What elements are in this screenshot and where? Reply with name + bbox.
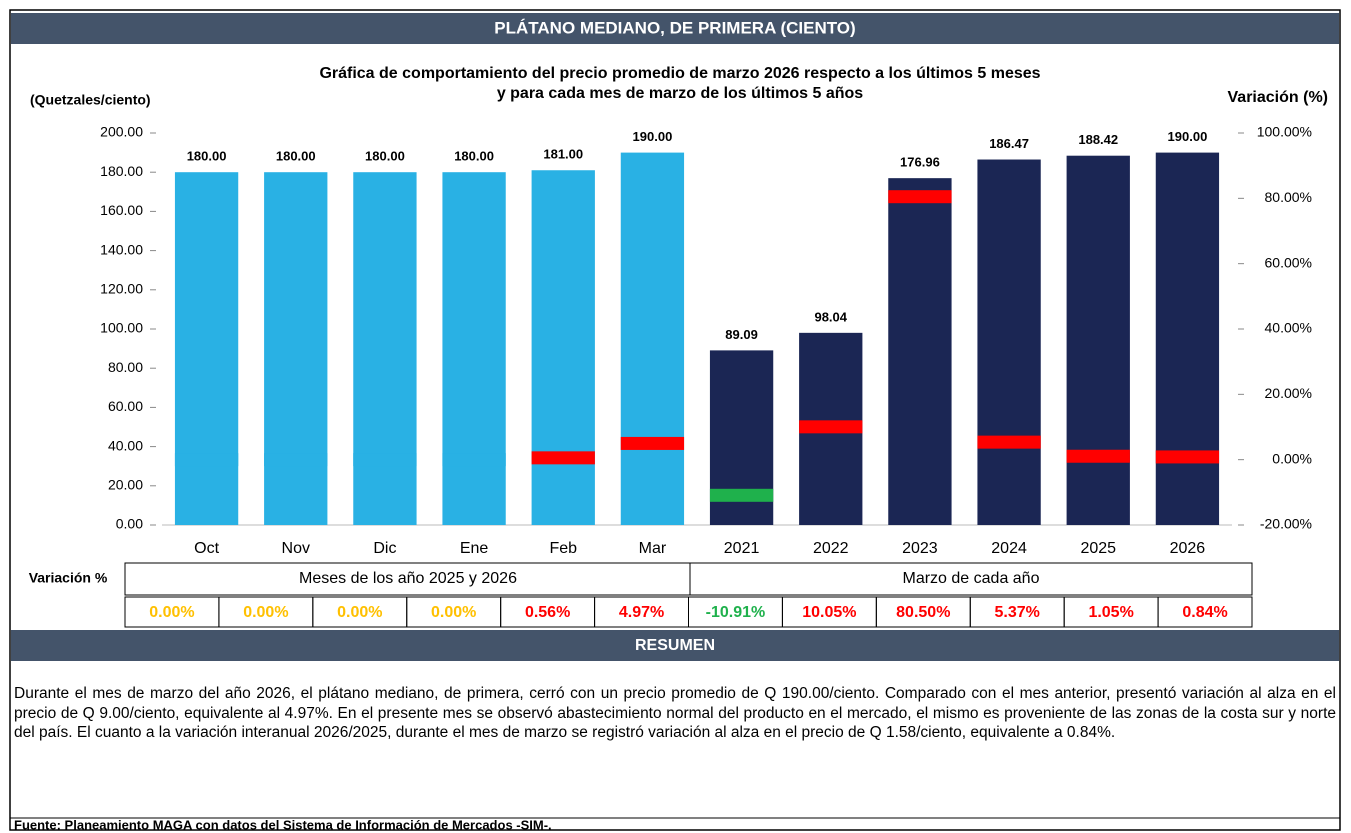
table-group: Meses de los año 2025 y 2026 [299, 570, 517, 587]
y2-tick-label: 100.00% [1257, 124, 1312, 140]
y-axis-label: (Quetzales/ciento) [30, 92, 151, 108]
data-label: 180.00 [276, 149, 316, 164]
variation-marker [709, 488, 774, 502]
variation-label: 0.00% [243, 604, 288, 621]
table-cell [1157, 596, 1253, 628]
bar [1066, 155, 1130, 526]
y-tick-label: 140.00 [100, 241, 143, 257]
y-tick-label: 100.00 [100, 320, 143, 336]
x-tick-label: Oct [194, 540, 219, 557]
y2-tick-label: 40.00% [1265, 320, 1312, 336]
y-tick-label: 0.00 [116, 516, 143, 532]
y2-tick-label: -20.00% [1260, 516, 1312, 532]
variation-marker [799, 420, 863, 434]
y2-tick-label: 80.00% [1265, 189, 1312, 205]
bar [353, 172, 417, 525]
x-tick-label: 2024 [991, 540, 1027, 557]
variation-marker [353, 453, 417, 467]
y-tick-label: 80.00 [108, 359, 143, 375]
y-tick-label: 60.00 [108, 398, 143, 414]
variation-label: 0.84% [1182, 604, 1227, 621]
data-label: 98.04 [814, 309, 847, 324]
variation-label: 80.50% [896, 604, 950, 621]
table-group-row [124, 562, 1253, 596]
bar [620, 152, 685, 525]
x-tick-label: 2022 [813, 540, 849, 557]
data-label: 190.00 [633, 129, 673, 144]
variation-label: 0.00% [337, 604, 382, 621]
data-label: 176.96 [900, 155, 940, 170]
variation-marker [1155, 450, 1220, 464]
x-tick-label: Ene [460, 540, 489, 557]
x-tick-label: Dic [373, 540, 396, 557]
x-tick-label: 2021 [724, 540, 760, 557]
header-title: PLÁTANO MEDIANO, DE PRIMERA (CIENTO) [494, 18, 855, 37]
data-label: 180.00 [454, 149, 494, 164]
bar [1155, 152, 1220, 525]
chart-title: Gráfica de comportamiento del precio pro… [319, 65, 1040, 82]
variation-label: -10.91% [706, 604, 766, 621]
variation-label: 5.37% [995, 604, 1040, 621]
summary-bar [11, 630, 1339, 661]
variation-label: 10.05% [802, 604, 856, 621]
variation-marker [442, 453, 506, 467]
variation-label: 0.00% [149, 604, 194, 621]
variation-label: 0.00% [431, 604, 476, 621]
y-tick-label: 160.00 [100, 202, 143, 218]
bar [531, 170, 595, 526]
x-tick-label: Feb [549, 540, 577, 557]
bar [174, 172, 239, 525]
variation-marker [977, 435, 1041, 449]
variation-label: 4.97% [619, 604, 664, 621]
y-tick-label: 40.00 [108, 437, 143, 453]
y2-tick-label: 0.00% [1272, 450, 1312, 466]
data-label: 180.00 [365, 149, 405, 164]
variation-marker [620, 436, 685, 450]
y-tick-label: 180.00 [100, 163, 143, 179]
x-tick-label: 2023 [902, 540, 938, 557]
source: Fuente: Planeamiento MAGA con datos del … [14, 817, 552, 832]
summary-title: RESUMEN [635, 637, 715, 654]
data-label: 188.42 [1078, 132, 1118, 147]
data-label: 190.00 [1168, 129, 1208, 144]
variation-marker [531, 451, 595, 465]
y2-tick-label: 60.00% [1265, 254, 1312, 270]
data-label: 89.09 [725, 327, 758, 342]
bar [888, 178, 952, 526]
y2-axis-label: Variación (%) [1228, 89, 1328, 106]
bar [977, 159, 1041, 525]
y2-tick-label: 20.00% [1265, 385, 1312, 401]
y-tick-label: 20.00 [108, 477, 143, 493]
table-group: Marzo de cada año [903, 570, 1040, 587]
variation-marker [1066, 449, 1130, 463]
x-tick-label: Nov [282, 540, 310, 557]
x-tick-label: Mar [639, 540, 667, 557]
y-tick-label: 200.00 [100, 124, 143, 140]
variation-label: 1.05% [1088, 604, 1133, 621]
summary-text: Durante el mes de marzo del año 2026, el… [14, 685, 1336, 741]
data-label: 181.00 [543, 147, 583, 162]
x-tick-label: 2025 [1080, 540, 1116, 557]
variation-marker [174, 453, 239, 467]
variation-label: 0.56% [525, 604, 570, 621]
data-label: 180.00 [187, 149, 227, 164]
data-label: 186.47 [989, 136, 1029, 151]
bar [264, 172, 328, 525]
x-tick-label: 2026 [1170, 540, 1206, 557]
variation-marker [264, 453, 328, 467]
header-bar [11, 13, 1339, 44]
table-label: Variación % [29, 570, 108, 586]
variation-marker [888, 190, 952, 204]
chart-subtitle: y para cada mes de marzo de los últimos … [497, 85, 863, 102]
bar [442, 172, 506, 525]
y-tick-label: 120.00 [100, 281, 143, 297]
